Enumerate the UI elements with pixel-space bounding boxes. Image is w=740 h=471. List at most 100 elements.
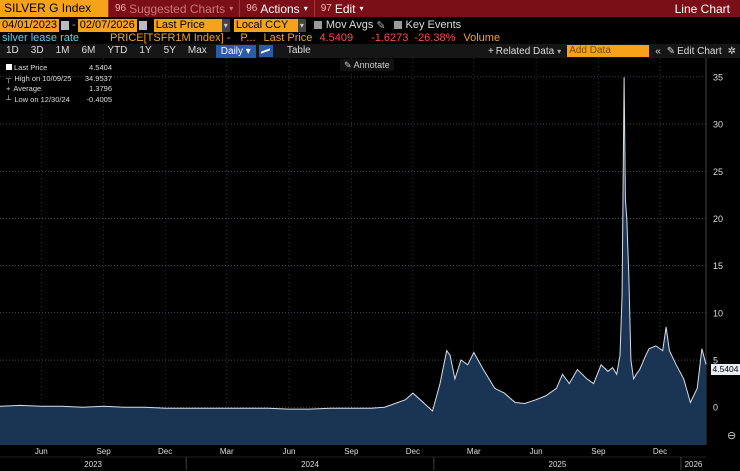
- chart-grid: [0, 58, 707, 458]
- x-tick-label: Dec: [406, 447, 420, 456]
- high-icon: ┬: [6, 73, 12, 83]
- range-6m-button[interactable]: 6M: [81, 45, 96, 56]
- suggested-charts-label: Suggested Charts: [129, 1, 226, 16]
- legend-label: Last Price: [6, 63, 76, 74]
- annotate-button[interactable]: ✎ Annotate: [340, 59, 394, 71]
- line-chart-icon[interactable]: [258, 45, 273, 57]
- gear-icon[interactable]: ✲: [727, 45, 736, 57]
- series-field: Last Price: [263, 32, 313, 44]
- edit-label: Edit: [334, 1, 356, 16]
- legend-value: 34.9537: [84, 73, 112, 83]
- range-1m-button[interactable]: 1M: [55, 45, 70, 56]
- year-label: 2026: [685, 460, 703, 469]
- legend-label-text: Last Price: [14, 63, 48, 72]
- range-3d-button[interactable]: 3D: [30, 45, 44, 56]
- zoom-icon[interactable]: ⊖: [727, 430, 736, 442]
- edit-menu[interactable]: 97 Edit ▾: [313, 0, 370, 17]
- pencil-icon[interactable]: ✎: [666, 45, 676, 57]
- legend-row[interactable]: ┴ Low on 12/30/24 -0.4005: [6, 95, 112, 106]
- table-button[interactable]: Table: [286, 45, 311, 56]
- mov-avgs-label[interactable]: Mov Avgs: [325, 19, 374, 31]
- legend-value: -0.4005: [86, 94, 112, 104]
- x-tick-label: Sep: [591, 447, 606, 456]
- range-max-button[interactable]: Max: [187, 45, 207, 56]
- y-tick-label: 30: [713, 120, 723, 130]
- price-field-select[interactable]: Last Price: [153, 18, 222, 32]
- low-icon: ┴: [6, 94, 12, 104]
- chevron-down-icon[interactable]: ▾: [221, 18, 230, 32]
- x-tick-label: Jun: [283, 447, 296, 456]
- y-tick-label: 0: [713, 403, 718, 413]
- actions-menu[interactable]: 96 Actions ▾: [239, 0, 314, 17]
- range-ytd-button[interactable]: YTD: [107, 45, 128, 56]
- frequency-label: Daily: [220, 45, 244, 57]
- calendar-icon[interactable]: [61, 20, 70, 30]
- y-tick-label: 5: [713, 356, 718, 366]
- end-date-input[interactable]: 02/07/2026: [77, 18, 137, 32]
- plus-icon[interactable]: +: [487, 45, 494, 57]
- legend-label: ┬ High on 10/09/25: [6, 74, 76, 85]
- chevron-down-icon: ▾: [359, 4, 364, 13]
- chevron-down-icon[interactable]: ▾: [297, 18, 306, 32]
- edit-chart-button[interactable]: Edit Chart: [677, 45, 722, 57]
- range-1d-button[interactable]: 1D: [6, 45, 19, 56]
- key-events-label[interactable]: Key Events: [405, 19, 462, 31]
- series-volume[interactable]: Volume: [463, 32, 501, 44]
- key-events-checkbox[interactable]: [393, 21, 402, 29]
- x-tick-label: Jun: [530, 447, 543, 456]
- price-line: [0, 77, 707, 412]
- y-tick-label: 25: [713, 167, 723, 177]
- suggested-charts-menu[interactable]: 96 Suggested Charts ▾: [108, 0, 239, 17]
- y-tick-label: 20: [713, 214, 723, 224]
- chevron-down-icon[interactable]: ▾: [557, 46, 562, 56]
- range-5y-button[interactable]: 5Y: [163, 45, 176, 56]
- series-change: -1.6273: [371, 32, 409, 44]
- legend-row[interactable]: ┬ High on 10/09/25 34.9537: [6, 74, 112, 85]
- y-axis-ticks: 0 5 10 15 20 25 30 35: [713, 72, 723, 412]
- range-bar: 1D 3D 1M 6M YTD 1Y 5Y Max Daily ▾ Table …: [0, 44, 740, 58]
- legend-label-text: Low on 12/30/24: [14, 94, 70, 104]
- legend-value: 4.5404: [89, 63, 112, 72]
- y-tick-label: 10: [713, 308, 723, 318]
- year-label: 2024: [301, 460, 319, 469]
- edit-number: 97: [320, 3, 332, 14]
- legend-label: ┴ Low on 12/30/24: [6, 95, 76, 106]
- ticker-field[interactable]: SILVER G Index: [0, 0, 108, 17]
- x-tick-label: Sep: [344, 447, 359, 456]
- x-tick-label: Mar: [467, 447, 481, 456]
- start-date-input[interactable]: 04/01/2023: [0, 18, 60, 32]
- frequency-select[interactable]: Daily ▾: [215, 44, 256, 58]
- legend-row[interactable]: Last Price 4.5404: [6, 63, 112, 74]
- year-label: 2023: [84, 460, 102, 469]
- calendar-icon[interactable]: [138, 20, 147, 30]
- year-axis: 2023 2024 2025 2026: [84, 457, 703, 470]
- legend-label: + Average: [6, 84, 76, 95]
- collapse-icon[interactable]: «: [655, 45, 661, 57]
- price-area: [0, 77, 706, 446]
- series-security[interactable]: PRICE[TSFR1M Index] -: [110, 32, 231, 44]
- y-tick-label: 15: [713, 261, 723, 271]
- square-icon: [6, 64, 12, 70]
- legend-row[interactable]: + Average 1.3796: [6, 84, 112, 95]
- chevron-down-icon: ▾: [303, 4, 308, 13]
- pencil-icon[interactable]: ✎: [376, 19, 386, 32]
- mov-avgs-checkbox[interactable]: [313, 21, 322, 29]
- annotate-label: Annotate: [353, 60, 390, 70]
- related-data-button[interactable]: Related Data: [495, 45, 555, 57]
- series-name[interactable]: silver lease rate: [2, 32, 80, 44]
- x-tick-label: Mar: [220, 447, 234, 456]
- controls-bar: 04/01/2023 - 02/07/2026 Last Price ▾ Loc…: [0, 18, 740, 32]
- legend-label-text: Average: [13, 84, 42, 94]
- series-last-value: 4.5409: [319, 32, 354, 44]
- add-data-input[interactable]: Add Data: [567, 45, 650, 57]
- pencil-icon: ✎: [344, 60, 352, 70]
- currency-select[interactable]: Local CCY: [233, 18, 298, 32]
- x-axis-ticks: Jun Sep Dec Mar Jun Sep Dec Mar Jun Sep Dec: [35, 447, 667, 456]
- series-bar: silver lease rate PRICE[TSFR1M Index] - …: [0, 32, 740, 44]
- x-tick-label: Jun: [35, 447, 48, 456]
- actions-number: 96: [246, 3, 258, 14]
- year-label: 2025: [549, 460, 567, 469]
- chevron-down-icon: ▾: [229, 4, 234, 13]
- range-1y-button[interactable]: 1Y: [139, 45, 152, 56]
